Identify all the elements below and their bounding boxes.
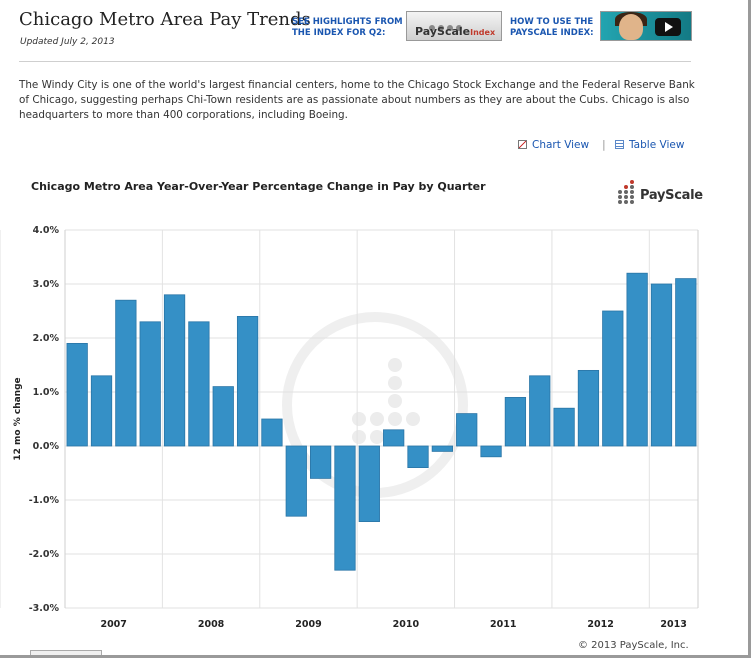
bar [285, 445, 307, 517]
bar [504, 396, 527, 447]
bar [261, 418, 283, 447]
watermark-dot [388, 412, 402, 426]
chart-view-icon [518, 140, 527, 149]
bar [626, 272, 648, 447]
bar [456, 413, 478, 447]
bar [90, 375, 113, 447]
x-year-label: 2011 [490, 619, 516, 630]
bar [163, 294, 186, 447]
copyright: © 2013 PayScale, Inc. [578, 640, 689, 651]
howto-link[interactable]: HOW TO USE THE PAYSCALE INDEX: [510, 17, 594, 38]
x-year-label: 2010 [393, 619, 420, 630]
y-tick-label: -2.0% [29, 549, 60, 560]
watermark-dot [388, 358, 402, 372]
presenter-avatar [619, 14, 643, 40]
bar [334, 445, 356, 571]
page-title: Chicago Metro Area Pay Trends [19, 9, 311, 30]
banner-dots-icon [429, 16, 465, 35]
view-separator: | [602, 138, 606, 151]
x-year-label: 2007 [100, 619, 126, 630]
bar [529, 375, 551, 447]
y-tick-label: 4.0% [33, 225, 60, 236]
bar [188, 321, 210, 447]
chart-title: Chicago Metro Area Year-Over-Year Percen… [31, 180, 486, 193]
watermark-dot [352, 430, 366, 444]
payscale-logo-text: PayScale [640, 188, 703, 203]
bottom-tab [30, 650, 102, 655]
table-view-link[interactable]: Table View [615, 139, 684, 151]
highlights-link[interactable]: SEE HIGHLIGHTS FROM THE INDEX FOR Q2: [292, 17, 403, 38]
bar [675, 278, 697, 447]
x-year-label: 2009 [295, 619, 321, 630]
watermark-dot [370, 412, 384, 426]
watermark-dot [370, 430, 384, 444]
bar [650, 283, 673, 447]
y-tick-label: 2.0% [33, 333, 60, 344]
watermark-dot [388, 376, 402, 390]
y-tick-label: 3.0% [33, 279, 60, 290]
bar [358, 445, 380, 522]
video-banner[interactable] [600, 11, 692, 41]
intro-paragraph: The Windy City is one of the world's lar… [19, 79, 695, 121]
bar [115, 299, 137, 447]
x-year-label: 2008 [198, 619, 225, 630]
y-tick-label: 0.0% [33, 441, 60, 452]
bar [431, 445, 453, 452]
chart-view-label: Chart View [532, 139, 590, 151]
watermark-dot [388, 394, 402, 408]
bar [66, 342, 88, 447]
y-tick-label: -1.0% [29, 495, 60, 506]
watermark-dot [352, 412, 366, 426]
payscale-logo-icon [614, 180, 636, 206]
y-tick-label: 1.0% [33, 387, 60, 398]
payscale-logo: PayScale [612, 178, 703, 208]
bar [212, 386, 234, 447]
table-view-label: Table View [629, 139, 685, 151]
bar [480, 445, 502, 458]
x-year-label: 2012 [587, 619, 613, 630]
bar [310, 445, 332, 479]
chart-view-link[interactable]: Chart View [518, 139, 589, 151]
bar [139, 321, 161, 447]
x-year-label: 2013 [660, 619, 686, 630]
y-axis-label: 12 mo % change [13, 377, 23, 460]
updated-date: Updated July 2, 2013 [20, 37, 115, 47]
bar [383, 429, 405, 447]
header-divider [19, 61, 691, 62]
bar [553, 407, 575, 447]
payscale-index-banner[interactable]: PayScaleIndex [406, 11, 502, 41]
play-icon[interactable] [655, 18, 681, 36]
table-view-icon [615, 140, 624, 149]
bar [602, 310, 624, 447]
watermark-dot [406, 412, 420, 426]
bar [577, 369, 600, 447]
y-tick-label: -3.0% [29, 603, 60, 614]
banner-brand: PayScaleIndex [415, 25, 496, 38]
bar [236, 315, 259, 447]
bar [407, 445, 429, 469]
